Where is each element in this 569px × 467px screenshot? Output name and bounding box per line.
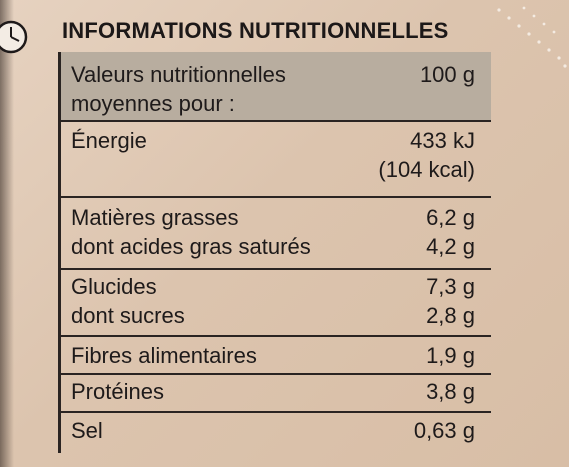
- energy-label: Énergie: [71, 128, 147, 153]
- header-label: Valeurs nutritionnelles moyennes pour :: [71, 60, 286, 118]
- table-row-salt: Sel 0,63 g: [61, 413, 491, 453]
- protein-label: Protéines: [71, 379, 164, 404]
- table-row-carbohydrates: Glucides dont sucres 7,3 g 2,8 g: [61, 270, 491, 337]
- header-value: 100 g: [420, 60, 475, 89]
- protein-value: 3,8 g: [426, 379, 475, 404]
- header-value-text: 100 g: [419, 62, 475, 87]
- header-label-line1: Valeurs nutritionnelles: [71, 62, 286, 87]
- clock-icon: [0, 20, 28, 54]
- fat-value: 6,2 g: [426, 205, 475, 230]
- header-label-line2: moyennes pour :: [71, 91, 235, 116]
- table-row-protein: Protéines 3,8 g: [61, 375, 491, 413]
- table-row-fibre: Fibres alimentaires 1,9 g: [61, 337, 491, 375]
- decorative-dots: [497, 6, 567, 68]
- nutrition-table: Valeurs nutritionnelles moyennes pour : …: [58, 52, 491, 453]
- fat-label: Matières grasses: [71, 205, 239, 230]
- table-row-energy: Énergie 433 kJ (104 kcal): [61, 122, 491, 198]
- energy-kcal-value: (104 kcal): [378, 157, 475, 182]
- carbohydrates-label: Glucides: [71, 274, 157, 299]
- carbohydrates-value: 7,3 g: [426, 274, 475, 299]
- saturated-fat-value: 4,2 g: [426, 234, 475, 259]
- energy-kj-value: 433 kJ: [410, 128, 475, 153]
- saturated-fat-label: dont acides gras saturés: [71, 234, 311, 259]
- table-row-fat: Matières grasses dont acides gras saturé…: [61, 198, 491, 270]
- table-header-row: Valeurs nutritionnelles moyennes pour : …: [61, 52, 491, 122]
- sugars-label: dont sucres: [71, 303, 185, 328]
- sugars-value: 2,8 g: [426, 303, 475, 328]
- fibre-value: 1,9 g: [426, 343, 475, 368]
- salt-label: Sel: [71, 418, 103, 443]
- package-edge-shadow: [0, 0, 14, 467]
- fibre-label: Fibres alimentaires: [71, 343, 257, 368]
- nutrition-title: INFORMATIONS NUTRITIONNELLES: [62, 18, 449, 43]
- salt-value: 0,63 g: [413, 418, 475, 443]
